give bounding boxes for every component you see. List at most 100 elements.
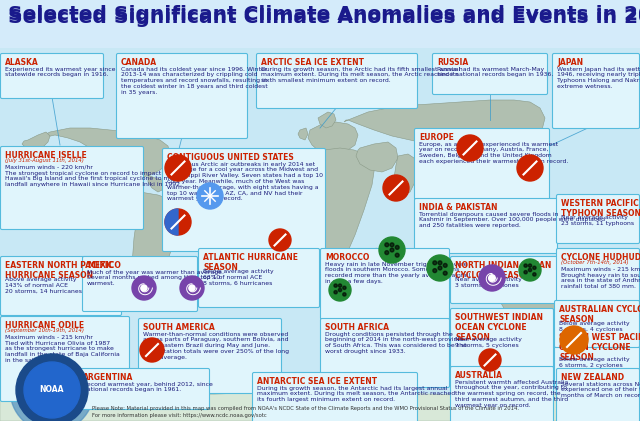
Text: Below average activity
6 storms, 2 cyclones: Below average activity 6 storms, 2 cyclo…: [559, 357, 630, 368]
FancyBboxPatch shape: [253, 373, 417, 421]
Circle shape: [165, 155, 191, 181]
Circle shape: [560, 326, 588, 354]
FancyBboxPatch shape: [557, 195, 639, 243]
Text: Warmer-than-normal conditions were observed
across parts of Paraguay, southern B: Warmer-than-normal conditions were obser…: [143, 332, 289, 360]
FancyBboxPatch shape: [257, 53, 417, 109]
Circle shape: [141, 285, 147, 291]
Text: Second warmest year, behind 2012, since
national records began in 1961.: Second warmest year, behind 2012, since …: [83, 381, 213, 392]
Text: SOUTH AFRICA: SOUTH AFRICA: [325, 323, 389, 332]
Circle shape: [329, 279, 351, 301]
Circle shape: [524, 271, 527, 274]
FancyBboxPatch shape: [1, 147, 143, 229]
Text: Maximum winds - 215 km/hr
Brought heavy rain to southeastern India. One localize: Maximum winds - 215 km/hr Brought heavy …: [561, 267, 640, 289]
Circle shape: [444, 264, 447, 267]
FancyBboxPatch shape: [552, 53, 639, 128]
Circle shape: [438, 266, 442, 270]
FancyBboxPatch shape: [321, 248, 449, 320]
Polygon shape: [318, 112, 336, 128]
Circle shape: [10, 348, 94, 421]
Circle shape: [180, 276, 204, 300]
Circle shape: [427, 255, 453, 281]
Circle shape: [165, 209, 191, 235]
Text: ARGENTINA: ARGENTINA: [83, 373, 133, 382]
Text: (October 7th-14th, 2014): (October 7th-14th, 2014): [561, 261, 628, 265]
FancyBboxPatch shape: [1, 53, 104, 99]
Circle shape: [390, 248, 394, 252]
Text: Heavy rain in late November triggered severe
floods in southern Morocco. Some lo: Heavy rain in late November triggered se…: [325, 261, 470, 284]
Text: During its growth season, the Antarctic had its largest annual
maximum extent. D: During its growth season, the Antarctic …: [257, 386, 455, 402]
FancyBboxPatch shape: [554, 328, 639, 387]
Circle shape: [489, 275, 495, 281]
FancyBboxPatch shape: [1, 256, 122, 315]
Circle shape: [396, 245, 399, 249]
Circle shape: [140, 338, 164, 362]
Text: WESTERN PACIFIC OCEAN
TYPHOON SEASON: WESTERN PACIFIC OCEAN TYPHOON SEASON: [561, 199, 640, 218]
Circle shape: [385, 250, 388, 255]
Circle shape: [383, 175, 409, 201]
Text: CANADA: CANADA: [121, 58, 157, 67]
Polygon shape: [498, 268, 568, 322]
Text: Russia had its warmest March-May
since national records began in 1936.: Russia had its warmest March-May since n…: [437, 67, 554, 77]
FancyBboxPatch shape: [138, 319, 282, 394]
Polygon shape: [308, 122, 358, 155]
Text: AUSTRALIA: AUSTRALIA: [455, 371, 503, 380]
Text: JAPAN: JAPAN: [557, 58, 583, 67]
Circle shape: [444, 271, 447, 275]
Text: INDIA & PAKISTAN: INDIA & PAKISTAN: [419, 203, 497, 212]
Polygon shape: [496, 166, 516, 186]
Circle shape: [339, 288, 342, 292]
Text: SOUTHWEST INDIAN
OCEAN CYCLONE
SEASON: SOUTHWEST INDIAN OCEAN CYCLONE SEASON: [455, 313, 543, 342]
Text: Experienced its warmest year since
statewide records began in 1916.: Experienced its warmest year since state…: [5, 67, 115, 77]
FancyBboxPatch shape: [415, 198, 557, 253]
Text: SOUTH WEST PACIFIC
OCEAN CYCLONE
SEASON: SOUTH WEST PACIFIC OCEAN CYCLONE SEASON: [559, 333, 640, 362]
Text: Several stations across New Zealand
experienced one of their three driest
months: Several stations across New Zealand expe…: [561, 381, 640, 398]
Text: Below average activity
8 storms, 4 cyclones: Below average activity 8 storms, 4 cyclo…: [559, 321, 630, 332]
Text: (September 10th-19th, 2014): (September 10th-19th, 2014): [5, 328, 84, 333]
Text: AUSTRALIAN CYCLONE
SEASON: AUSTRALIAN CYCLONE SEASON: [559, 305, 640, 324]
Circle shape: [433, 269, 436, 272]
Text: NEW ZEALAND: NEW ZEALAND: [561, 373, 624, 382]
Polygon shape: [298, 128, 308, 140]
Circle shape: [16, 354, 88, 421]
FancyBboxPatch shape: [83, 256, 198, 312]
Text: SOUTH AMERICA: SOUTH AMERICA: [143, 323, 215, 332]
Circle shape: [197, 183, 223, 209]
Circle shape: [529, 268, 532, 272]
Bar: [0, 0, 640, 48]
Text: Persistent warmth affected Australia
throughout the year, contributing to
the wa: Persistent warmth affected Australia thr…: [455, 380, 568, 408]
Polygon shape: [356, 142, 398, 172]
Text: Drought conditions persisted through the
beginning of 2014 in the north-west pro: Drought conditions persisted through the…: [325, 332, 467, 354]
Text: EUROPE: EUROPE: [419, 133, 454, 142]
FancyBboxPatch shape: [433, 53, 547, 94]
Text: Near average activity
23 storms, 11 typhoons: Near average activity 23 storms, 11 typh…: [561, 215, 634, 226]
Circle shape: [438, 261, 442, 265]
Circle shape: [269, 229, 291, 251]
Circle shape: [532, 273, 536, 276]
Circle shape: [390, 243, 394, 247]
Polygon shape: [526, 176, 540, 188]
Text: Torrential downpours caused severe floods in
Kashmir in September. Over 100,000 : Torrential downpours caused severe flood…: [419, 212, 605, 228]
Circle shape: [433, 261, 436, 265]
Polygon shape: [508, 174, 528, 186]
Circle shape: [457, 135, 483, 161]
Polygon shape: [148, 175, 165, 192]
Circle shape: [479, 265, 505, 291]
Text: HURRICANE ODILE: HURRICANE ODILE: [5, 321, 84, 330]
Text: RUSSIA: RUSSIA: [437, 58, 468, 67]
Polygon shape: [22, 132, 50, 150]
Circle shape: [24, 362, 80, 418]
Polygon shape: [530, 140, 546, 156]
Text: Numerous Arctic air outbreaks in early 2014 set
the stage for a cool year across: Numerous Arctic air outbreaks in early 2…: [167, 162, 323, 201]
Polygon shape: [174, 186, 185, 194]
Circle shape: [334, 290, 337, 294]
FancyBboxPatch shape: [1, 317, 129, 402]
FancyBboxPatch shape: [451, 256, 566, 304]
Circle shape: [479, 349, 501, 371]
Text: Canada had its coldest year since 1996. Winter
2013-14 was characterized by crip: Canada had its coldest year since 1996. …: [121, 67, 268, 95]
Circle shape: [529, 264, 532, 267]
Circle shape: [396, 253, 399, 257]
Wedge shape: [165, 209, 178, 235]
Circle shape: [532, 266, 536, 269]
Text: Near average activity
3 storms, 2 cyclones: Near average activity 3 storms, 2 cyclon…: [455, 277, 522, 288]
Text: CONTIGUOUS UNITED STATES: CONTIGUOUS UNITED STATES: [167, 153, 294, 162]
